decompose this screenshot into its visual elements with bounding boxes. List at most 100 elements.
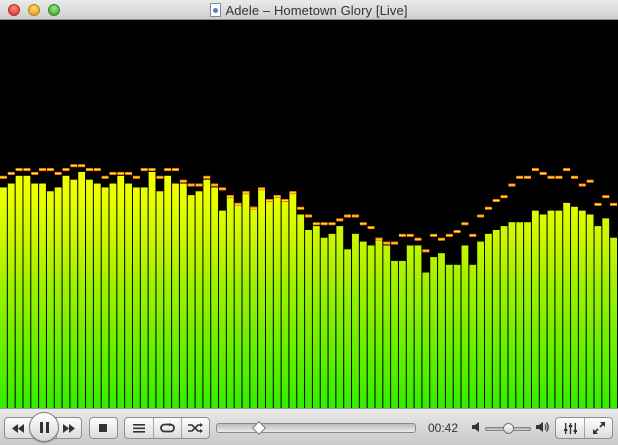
spectrum-bar — [610, 237, 617, 408]
seek-slider-knob[interactable] — [251, 420, 267, 436]
volume-slider[interactable] — [485, 423, 531, 434]
audio-visualizer[interactable] — [0, 21, 618, 408]
spectrum-peak-core — [531, 169, 539, 171]
repeat-icon — [160, 423, 175, 433]
spectrum-peak-core — [344, 215, 352, 217]
fullscreen-icon — [592, 422, 605, 434]
spectrum-bar — [352, 233, 359, 408]
spectrum-peak-core — [39, 169, 46, 171]
fast-forward-icon — [62, 423, 75, 433]
spectrum-peak-core — [219, 188, 226, 190]
spectrum-peak-core — [54, 172, 62, 174]
spectrum-bar — [54, 187, 62, 408]
rewind-icon — [11, 423, 24, 433]
spectrum-peak-core — [234, 203, 242, 205]
spectrum-bar — [578, 210, 586, 408]
spectrum-bar — [344, 249, 352, 408]
shuffle-button[interactable] — [181, 418, 209, 438]
spectrum-peak-core — [148, 169, 156, 171]
speaker-high-icon[interactable] — [536, 421, 550, 433]
spectrum-peak-core — [571, 176, 578, 178]
fullscreen-button[interactable] — [584, 418, 612, 438]
spectrum-bar — [563, 202, 571, 408]
spectrum-bar — [508, 222, 516, 408]
spectrum-peak-core — [203, 176, 211, 178]
spectrum-peak-core — [391, 242, 398, 244]
spectrum-bar — [305, 229, 312, 408]
volume-slider-knob[interactable] — [503, 423, 514, 434]
spectrum-peak-core — [422, 250, 430, 252]
spectrum-peak-core — [375, 238, 383, 240]
stop-group — [89, 417, 118, 439]
pause-button[interactable] — [29, 412, 59, 442]
spectrum-bar — [179, 183, 187, 408]
spectrum-bar — [250, 206, 258, 408]
control-bar: 00:42 — [0, 408, 618, 445]
spectrum-bar — [406, 245, 414, 408]
spectrum-bar — [7, 183, 15, 408]
spectrum-bar — [383, 245, 391, 408]
spectrum-peak-core — [383, 242, 391, 244]
spectrum-peak-core — [524, 176, 531, 178]
spectrum-peak-core — [305, 215, 312, 217]
spectrum-peak-core — [70, 165, 78, 167]
spectrum-bar — [492, 229, 500, 408]
spectrum-bar — [555, 210, 563, 408]
spectrum-bar — [422, 272, 430, 408]
zoom-window-button[interactable] — [48, 4, 60, 16]
spectrum-bar — [273, 195, 281, 408]
spectrum-bar — [132, 187, 140, 408]
title-container: Adele – Hometown Glory [Live] — [0, 2, 618, 18]
spectrum-peak-core — [195, 184, 203, 186]
spectrum-bar — [320, 237, 328, 408]
seek-slider[interactable] — [216, 420, 416, 436]
spectrum-bar — [297, 214, 305, 408]
spectrum-bar — [140, 187, 148, 408]
spectrum-bar — [485, 233, 492, 408]
spectrum-peak-core — [398, 234, 406, 236]
playlist-button[interactable] — [125, 418, 153, 438]
spectrum-bar — [516, 222, 524, 408]
spectrum-peak-core — [62, 169, 70, 171]
spectrum-peak-core — [578, 184, 586, 186]
spectrum-peak-core — [547, 176, 555, 178]
fast-forward-button[interactable] — [55, 418, 81, 438]
speaker-low-icon[interactable] — [472, 421, 481, 433]
spectrum-peak-core — [602, 196, 610, 198]
spectrum-peak-core — [125, 172, 132, 174]
minimize-window-button[interactable] — [28, 4, 40, 16]
spectrum-bar — [469, 264, 477, 408]
spectrum-bar — [125, 183, 132, 408]
spectrum-bar — [461, 245, 469, 408]
spectrum-bar — [477, 241, 485, 408]
equalizer-button[interactable] — [556, 418, 584, 438]
spectrum-peak-core — [367, 227, 375, 229]
close-window-button[interactable] — [8, 4, 20, 16]
spectrum-bar — [23, 175, 31, 408]
repeat-button[interactable] — [153, 418, 181, 438]
spectrum-peak-core — [492, 200, 500, 202]
spectrum-peak-core — [438, 238, 445, 240]
spectrum-bar — [148, 171, 156, 408]
title-bar[interactable]: Adele – Hometown Glory [Live] — [0, 0, 618, 20]
shuffle-icon — [188, 423, 203, 433]
media-file-icon[interactable] — [210, 3, 222, 17]
rewind-button[interactable] — [5, 418, 30, 438]
spectrum-peak-core — [46, 169, 54, 171]
spectrum-peak-core — [109, 172, 117, 174]
spectrum-bar — [531, 210, 539, 408]
spectrum-peak-core — [586, 180, 594, 182]
spectrum-bar — [414, 245, 422, 408]
spectrum-bar — [226, 195, 234, 408]
spectrum-peak-core — [359, 223, 367, 225]
spectrum-bar — [500, 226, 508, 408]
stop-button[interactable] — [90, 418, 117, 438]
spectrum-bar — [31, 183, 39, 408]
spectrum-peak-core — [469, 234, 477, 236]
spectrum-peak-core — [555, 176, 563, 178]
spectrum-peak-core — [500, 196, 508, 198]
spectrum-bar — [187, 195, 195, 408]
spectrum-peak-core — [101, 176, 109, 178]
spectrum-bar — [172, 183, 179, 408]
